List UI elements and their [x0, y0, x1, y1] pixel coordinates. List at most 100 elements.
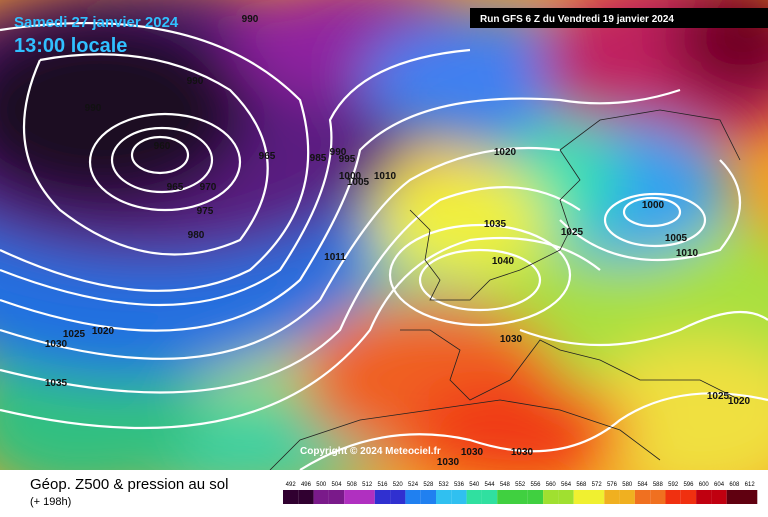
isobar-label: 1010 — [374, 171, 397, 182]
colorbar-label: 584 — [638, 482, 649, 488]
colorbar: 492 496 500 504 508 512 516 520 524 528 532 536 540 5… — [283, 482, 758, 504]
colorbar-label: 560 — [546, 482, 557, 488]
color-swatch — [711, 490, 727, 504]
isobar-label: 1035 — [45, 378, 68, 389]
color-swatch — [589, 490, 605, 504]
isobar-label: 1040 — [492, 256, 515, 267]
isobar-label: 1020 — [494, 147, 517, 158]
color-swatch — [543, 490, 559, 504]
isobar-label: 1025 — [561, 227, 584, 238]
coastlines — [269, 109, 741, 470]
color-swatch — [359, 490, 375, 504]
isobar-label: 1030 — [511, 447, 534, 458]
color-swatch — [634, 490, 651, 504]
color-swatch — [527, 490, 544, 504]
isobar-label: 1030 — [461, 447, 484, 458]
colorbar-label: 608 — [729, 482, 740, 488]
isobar-label: 975 — [197, 206, 214, 217]
isobar-label: 1020 — [728, 396, 751, 407]
color-swatch — [481, 490, 498, 504]
isobar-label: 1025 — [63, 329, 86, 340]
colorbar-label: 596 — [683, 482, 694, 488]
colorbar-label: 500 — [316, 482, 327, 488]
isobar-label: 1005 — [347, 177, 370, 188]
isobar-label: 1005 — [665, 233, 688, 244]
isobar-label: 990 — [242, 14, 259, 25]
colorbar-label: 604 — [714, 482, 725, 488]
isobar-label: 1020 — [92, 326, 115, 337]
isobar-label: 1035 — [484, 219, 507, 230]
isobar-label: 1030 — [45, 339, 68, 350]
colorbar-label: 592 — [668, 482, 679, 488]
colorbar-label: 508 — [347, 482, 358, 488]
colorbar-label: 576 — [607, 482, 618, 488]
footer-title: Géop. Z500 & pression au sol — [30, 476, 228, 493]
colorbar-label: 612 — [745, 482, 756, 488]
colorbar-label: 600 — [699, 482, 710, 488]
colorbar-label: 556 — [530, 482, 541, 488]
colorbar-label: 496 — [301, 482, 312, 488]
colorbar-label: 536 — [454, 482, 465, 488]
color-swatch — [451, 490, 467, 504]
isobar-label: 990 — [85, 103, 102, 114]
colorbar-label: 568 — [576, 482, 587, 488]
isobar-label: 1030 — [500, 334, 523, 345]
colorbar-label: 572 — [592, 482, 603, 488]
colorbar-label: 528 — [423, 482, 434, 488]
isobar-label: 965 — [259, 151, 276, 162]
forecast-lead: (+ 198h) — [30, 496, 71, 508]
color-swatch — [512, 490, 528, 504]
colorbar-label: 548 — [500, 482, 511, 488]
colorbar-label: 552 — [515, 482, 526, 488]
colorbar-label: 504 — [332, 482, 343, 488]
isobar-label: 980 — [188, 230, 205, 241]
colorbar-label: 580 — [622, 482, 633, 488]
colorbar-label: 520 — [393, 482, 404, 488]
color-swatch — [650, 490, 666, 504]
color-swatch — [405, 490, 421, 504]
colorbar-label: 544 — [485, 482, 496, 488]
color-swatch — [619, 490, 635, 504]
color-swatch — [420, 490, 436, 504]
isobar-label: 1025 — [707, 391, 730, 402]
color-swatch — [283, 490, 299, 504]
isobars — [0, 22, 768, 470]
color-swatch — [573, 490, 589, 504]
color-swatch — [313, 490, 329, 504]
color-swatch — [680, 490, 697, 504]
color-swatch — [374, 490, 391, 504]
color-swatch — [328, 490, 345, 504]
run-box — [470, 8, 768, 28]
color-swatch — [466, 490, 482, 504]
color-swatch — [344, 490, 360, 504]
isobar-label: 1000 — [339, 171, 362, 182]
isobar-label: 990 — [187, 76, 204, 87]
colorbar-label: 492 — [286, 482, 297, 488]
color-swatch — [742, 490, 758, 504]
run-info: Run GFS 6 Z du Vendredi 19 janvier 2024 — [480, 14, 674, 25]
isobar-label: 1000 — [642, 200, 665, 211]
isobar-label: 985 — [310, 153, 327, 164]
copyright: Copyright © 2024 Meteociel.fr — [300, 446, 441, 457]
color-swatch — [665, 490, 681, 504]
colorbar-label: 512 — [362, 482, 373, 488]
colorbar-label: 516 — [377, 482, 388, 488]
color-swatch — [298, 490, 314, 504]
isobar-label: 1011 — [324, 252, 346, 263]
isobar-label: 965 — [167, 182, 184, 193]
colorbar-label: 532 — [439, 482, 450, 488]
isobar-label: 960 — [154, 141, 171, 152]
isobar-label: 1010 — [676, 248, 699, 259]
valid-time: 13:00 locale — [14, 35, 127, 57]
colorbar-label: 540 — [469, 482, 480, 488]
color-swatch — [558, 490, 574, 504]
color-swatch — [497, 490, 513, 504]
color-swatch — [696, 490, 712, 504]
isobar-label: 1030 — [437, 457, 460, 468]
colorbar-label: 588 — [653, 482, 664, 488]
isobar-label: 970 — [200, 182, 217, 193]
isobar-label: 990 — [330, 147, 347, 158]
